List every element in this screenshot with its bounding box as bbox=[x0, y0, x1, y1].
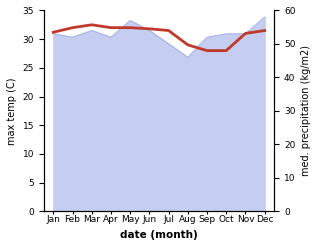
Y-axis label: max temp (C): max temp (C) bbox=[7, 77, 17, 145]
Y-axis label: med. precipitation (kg/m2): med. precipitation (kg/m2) bbox=[301, 45, 311, 176]
X-axis label: date (month): date (month) bbox=[120, 230, 198, 240]
